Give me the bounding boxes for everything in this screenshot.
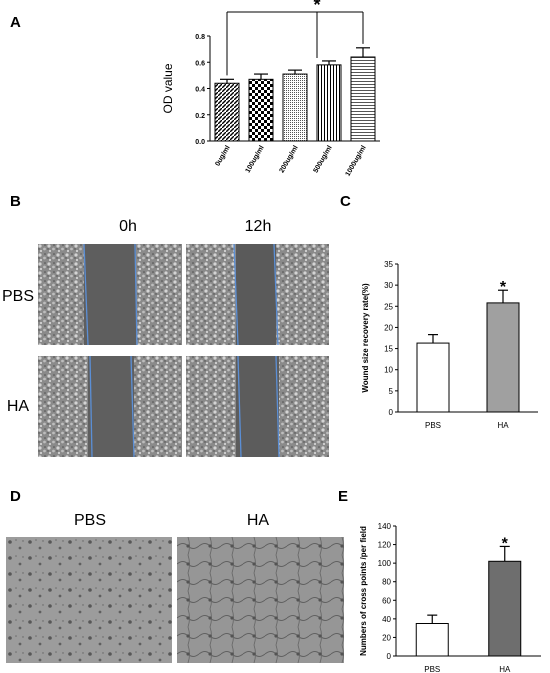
bar (282, 73, 308, 142)
y-tick-label: 25 (384, 302, 393, 311)
y-axis-label: OD value (161, 63, 175, 113)
label-0h: 0h (119, 218, 137, 235)
bar (316, 64, 342, 142)
label-12h: 12h (244, 218, 272, 235)
label-d-pbs: PBS (73, 512, 106, 529)
y-tick-label: 0.8 (195, 34, 205, 41)
y-tick-label: 60 (382, 596, 391, 605)
y-axis-label: Numbers of cross points /per field (359, 526, 368, 656)
bar (350, 56, 376, 142)
x-tick-label: 1000ug/ml (345, 144, 368, 177)
bar (248, 78, 274, 142)
bar (488, 560, 522, 657)
y-tick-label: 120 (378, 541, 392, 550)
chart-a-od-value: 0.0 0.2 0.4 0.6 0.8 OD value 0ug/ml 100ug/ml 200… (161, 0, 380, 178)
x-tick-label: PBS (425, 421, 441, 430)
y-tick-label: 5 (389, 387, 394, 396)
y-tick-label: 0.4 (195, 87, 205, 94)
bar (214, 82, 240, 142)
bar (416, 342, 450, 413)
y-tick-label: 0.0 (195, 139, 205, 146)
y-axis-label: Wound size recovery rate(%) (361, 283, 370, 393)
panel-label-a: A (10, 14, 21, 31)
x-tick-label: PBS (424, 665, 440, 673)
y-tick-label: 10 (384, 366, 393, 375)
micrograph-tube-ha (177, 537, 344, 663)
panel-label-c: C (340, 193, 351, 210)
x-tick-label: 100ug/ml (244, 144, 265, 174)
y-tick-label: 140 (378, 522, 392, 531)
x-tick-label: 200ug/ml (278, 144, 299, 174)
significance-star: * (313, 0, 320, 15)
y-tick-label: 0.2 (195, 113, 205, 120)
y-tick-label: 40 (382, 615, 391, 624)
panel-label-e: E (338, 488, 349, 505)
y-tick-label: 20 (384, 323, 393, 332)
micrograph-tube-pbs (6, 537, 172, 663)
y-tick-label: 20 (382, 633, 391, 642)
significance-star: * (502, 535, 509, 552)
x-tick-label: HA (499, 665, 511, 673)
label-d-ha: HA (246, 512, 270, 529)
micrograph-pbs-0h (38, 244, 182, 345)
bar (486, 302, 520, 413)
y-tick-label: 15 (384, 345, 393, 354)
y-tick-label: 0 (387, 652, 392, 661)
x-tick-label: 0ug/ml (214, 144, 231, 167)
chart-c-wound-recovery: 0 5 10 15 20 25 30 35 Wound size recovery rate(%… (361, 260, 538, 430)
y-tick-label: 0 (389, 408, 394, 417)
label-row-pbs: PBS (1, 288, 34, 305)
y-tick-label: 30 (384, 281, 393, 290)
significance-star: * (500, 279, 507, 296)
y-tick-label: 80 (382, 578, 391, 587)
micrograph-pbs-12h (186, 244, 329, 345)
y-tick-label: 0.6 (195, 60, 205, 67)
y-tick-label: 100 (378, 559, 392, 568)
bar (415, 623, 449, 657)
label-row-ha: HA (6, 398, 30, 415)
panel-label-d: D (10, 488, 21, 505)
panel-label-b: B (10, 193, 21, 210)
x-tick-label: HA (497, 421, 509, 430)
micrograph-ha-0h (38, 356, 182, 457)
y-tick-label: 35 (384, 260, 393, 269)
chart-e-cross-points: 0 20 40 60 80 100 120 140 Numbers of cross point… (359, 522, 541, 673)
x-tick-label: 500ug/ml (312, 144, 333, 174)
micrograph-ha-12h (186, 356, 329, 457)
